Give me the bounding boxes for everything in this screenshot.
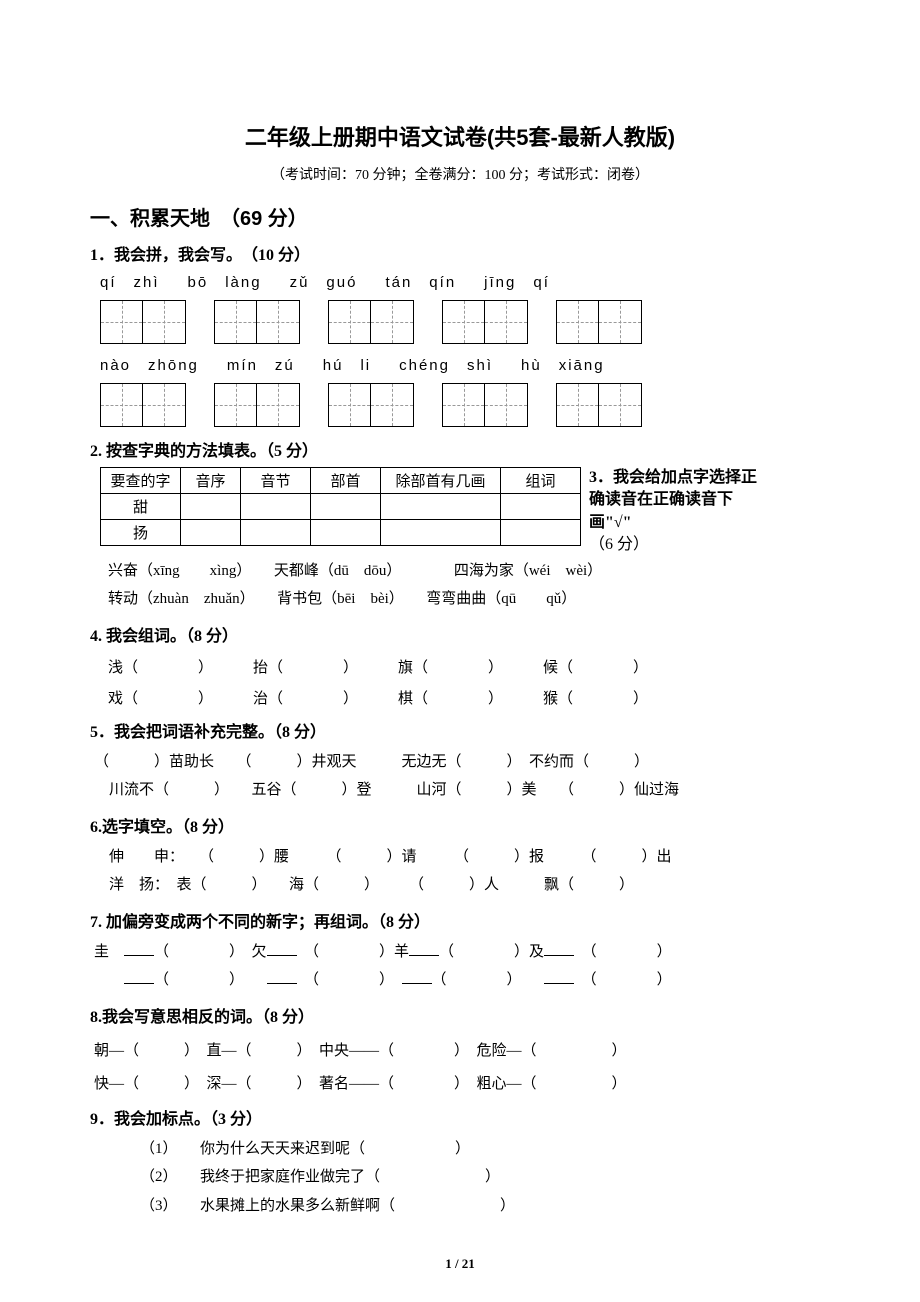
pinyin-label: nào zhōng bbox=[100, 354, 199, 375]
q8-title: 8.我会写意思相反的词。（8 分） bbox=[90, 1003, 830, 1027]
table-header: 音序 bbox=[181, 468, 241, 494]
q2-title: 2. 按查字典的方法填表。（5 分） bbox=[90, 437, 830, 461]
q6-title: 6.选字填空。（8 分） bbox=[90, 813, 830, 837]
char-boxes bbox=[556, 383, 642, 427]
q3-line2: 转动（zhuàn zhuǎn） 背书包（bēi bèi） 弯弯曲曲（qū qǔ） bbox=[90, 585, 830, 614]
char-boxes bbox=[556, 300, 642, 344]
q6-line2: 洋 扬： 表（ ） 海（ ） （ ）人 飘（ ） bbox=[90, 871, 830, 900]
q9-item-3: （3） 水果摊上的水果多么新鲜啊（ ） bbox=[90, 1192, 830, 1221]
q4-title: 4. 我会组词。（8 分） bbox=[90, 622, 830, 646]
q5-line1: （ ）苗助长 （ ）井观天 无边无（ ） 不约而（ ） bbox=[90, 748, 830, 777]
section-1-heading: 一、积累天地 （69 分） bbox=[90, 202, 830, 231]
char-boxes bbox=[442, 300, 528, 344]
dictionary-table: 要查的字 音序 音节 部首 除部首有几画 组词 甜 扬 bbox=[100, 467, 581, 546]
q1-title: 1．我会拼，我会写。 （10 分） bbox=[90, 241, 830, 265]
q3-line1: 兴奋（xīng xìng） 天都峰（dū dōu） 四海为家（wéi wèi） bbox=[90, 557, 830, 586]
page-title: 二年级上册期中语文试卷(共5套-最新人教版) bbox=[90, 120, 830, 152]
char-boxes bbox=[100, 300, 186, 344]
q7-line1: 圭 （ ） 欠 （ ）羊（ ）及 （ ） bbox=[90, 938, 830, 967]
pinyin-label: bō làng bbox=[188, 271, 262, 292]
exam-meta: （考试时间：70 分钟；全卷满分：100 分；考试形式：闭卷） bbox=[90, 164, 830, 184]
q9-title: 9．我会加标点。（3 分） bbox=[90, 1105, 830, 1129]
q9-item-1: （1） 你为什么天天来迟到呢（ ） bbox=[90, 1135, 830, 1164]
char-boxes bbox=[214, 383, 300, 427]
q6-line1: 伸 申： （ ）腰 （ ）请 （ ）报 （ ）出 bbox=[90, 843, 830, 872]
q1-row1-pinyin: qí zhì bō làng zǔ guó tán qín jīng qí bbox=[90, 271, 830, 296]
q5-title: 5．我会把词语补充完整。（8 分） bbox=[90, 718, 830, 742]
pinyin-label: qí zhì bbox=[100, 271, 160, 292]
page-number: 1 / 21 bbox=[0, 1256, 920, 1272]
table-header: 音节 bbox=[241, 468, 311, 494]
table-header: 要查的字 bbox=[101, 468, 181, 494]
pinyin-label: hù xiāng bbox=[521, 354, 605, 375]
table-header: 组词 bbox=[501, 468, 581, 494]
pinyin-label: jīng qí bbox=[484, 271, 550, 292]
char-boxes bbox=[100, 383, 186, 427]
char-boxes bbox=[328, 300, 414, 344]
pinyin-label: zǔ guó bbox=[290, 271, 358, 292]
q1-row1-boxes bbox=[90, 300, 830, 344]
pinyin-label: tán qín bbox=[385, 271, 456, 292]
char-boxes bbox=[328, 383, 414, 427]
q4-row2: 戏（ ）治（ ）棋（ ）猴（ ） bbox=[90, 687, 830, 708]
q1-row2-boxes bbox=[90, 383, 830, 427]
q7-line2: （ ） （ ） （ ） （ ） bbox=[90, 966, 830, 995]
table-row: 扬 bbox=[101, 520, 581, 546]
q5-line2: 川流不（ ） 五谷（ ）登 山河（ ）美 （ ）仙过海 bbox=[90, 776, 830, 805]
q3-title: 3．我会给加点字选择正确读音在正确读音下画"√" （6 分） bbox=[589, 467, 769, 557]
q9-item-2: （2） 我终于把家庭作业做完了（ ） bbox=[90, 1163, 830, 1192]
table-header: 除部首有几画 bbox=[381, 468, 501, 494]
table-row: 甜 bbox=[101, 494, 581, 520]
pinyin-label: hú li bbox=[323, 354, 371, 375]
q8-line2: 快—（ ） 深—（ ） 著名——（ ） 粗心—（ ） bbox=[90, 1072, 830, 1093]
q7-title: 7. 加偏旁变成两个不同的新字；再组词。（8 分） bbox=[90, 908, 830, 932]
q8-line1: 朝—（ ） 直—（ ） 中央——（ ） 危险—（ ） bbox=[90, 1039, 830, 1060]
char-boxes bbox=[214, 300, 300, 344]
pinyin-label: mín zú bbox=[227, 354, 295, 375]
pinyin-label: chéng shì bbox=[399, 354, 493, 375]
q1-row2-pinyin: nào zhōng mín zú hú li chéng shì hù xiān… bbox=[90, 354, 830, 379]
char-boxes bbox=[442, 383, 528, 427]
q4-row1: 浅（ ）抬（ ）旗（ ）候（ ） bbox=[90, 656, 830, 677]
table-header: 部首 bbox=[311, 468, 381, 494]
